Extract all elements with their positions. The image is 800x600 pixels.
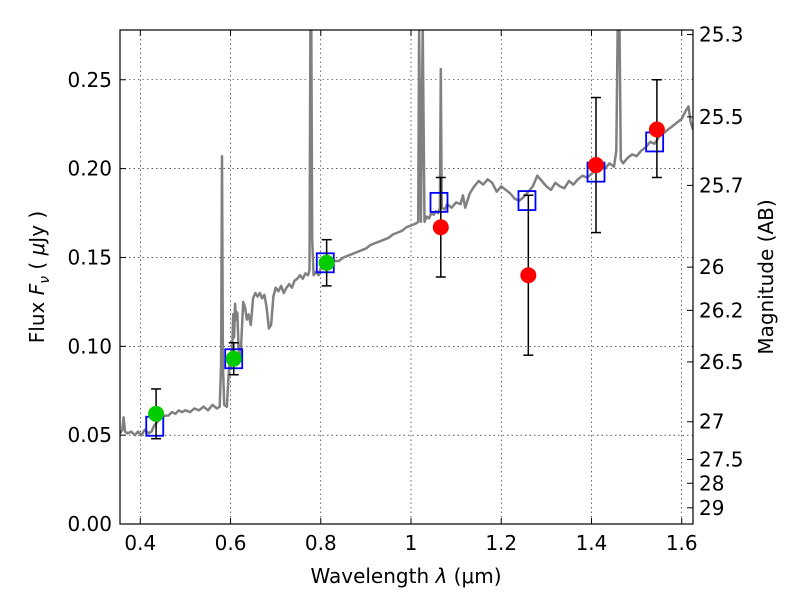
green-data-point <box>148 405 165 422</box>
y-tick-label: 0.05 <box>67 423 112 447</box>
x-tick-label: 1.4 <box>576 531 608 555</box>
red-data-point <box>587 157 604 174</box>
x-tick-label: 1.6 <box>666 531 698 555</box>
y-tick-label: 0.20 <box>67 157 112 181</box>
series-layer <box>120 30 693 440</box>
y-tick-label: 0.10 <box>67 334 112 358</box>
x-tick-label: 0.8 <box>305 531 337 555</box>
y-tick-label: 0.00 <box>67 512 112 536</box>
y2-tick-label: 27.5 <box>699 447 744 471</box>
y-axis-label: Flux Fν ( μJy ) <box>25 211 53 343</box>
red-data-point <box>520 267 537 284</box>
ticks: 0.4 0.6 0.8 1 1.2 1.4 1.6 0.00 0.05 0.10 0.15 0.20 0… <box>67 23 743 555</box>
y-tick-label: 0.15 <box>67 245 112 269</box>
x-tick-label: 1.2 <box>485 531 517 555</box>
y2-tick-label: 27 <box>699 410 724 434</box>
y2-tick-label: 25.3 <box>699 23 744 47</box>
y2-tick-label: 25.5 <box>699 105 744 129</box>
plot-area <box>120 30 693 524</box>
y2-tick-label: 28 <box>699 471 724 495</box>
y-tick-label: 0.25 <box>67 68 112 92</box>
grid <box>120 30 693 524</box>
x-tick-label: 0.4 <box>124 531 156 555</box>
green-data-point <box>225 350 242 367</box>
red-data-point <box>648 121 665 138</box>
model-photometry-square <box>429 191 449 213</box>
spectrum-line <box>120 30 693 437</box>
green-data-point <box>318 254 335 271</box>
y2-tick-label: 26.2 <box>699 298 744 322</box>
x-axis-label: Wavelength λ (μm) <box>310 564 501 588</box>
x-tick-label: 1 <box>405 531 418 555</box>
plot-frame <box>119 29 694 525</box>
red-data-point <box>432 219 449 236</box>
x-tick-label: 0.6 <box>215 531 247 555</box>
y2-tick-label: 26.5 <box>699 350 744 374</box>
y2-tick-label: 26 <box>699 255 724 279</box>
y2-axis-label: Magnitude (AB) <box>754 199 778 354</box>
y2-tick-label: 29 <box>699 496 724 520</box>
model-photometry-square <box>517 190 537 211</box>
y2-tick-label: 25.7 <box>699 173 744 197</box>
